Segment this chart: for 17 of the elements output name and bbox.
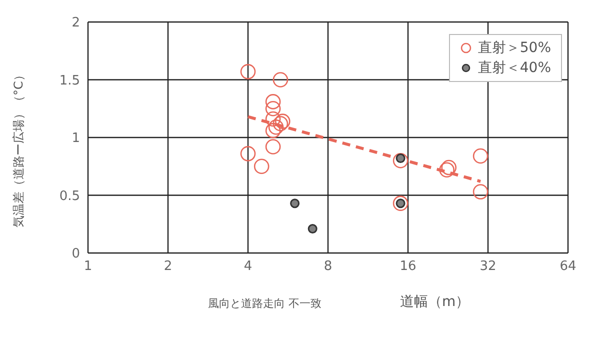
x-tick-label: 32: [480, 259, 496, 274]
x-tick-label: 2: [164, 259, 172, 274]
x-tick-label: 16: [400, 259, 416, 274]
x-tick-label: 64: [560, 259, 576, 274]
y-tick-label: 2: [72, 16, 80, 31]
y-tick-label: 0: [72, 246, 80, 262]
legend-label: 直射＜40%: [478, 59, 551, 78]
x-tick-label: 4: [244, 259, 252, 274]
y-tick-label: 0.5: [59, 188, 80, 204]
y-tick-label: 1.5: [59, 73, 80, 88]
y-tick-label: 1: [72, 131, 80, 146]
x-tick-label: 8: [324, 259, 332, 274]
y-axis-title: 気温差（道路ー広場）（°C）: [11, 69, 26, 228]
x-axis-title: 道幅（m）: [400, 293, 470, 311]
text: 風向と道路走向 不一致: [208, 296, 322, 311]
legend-label: 直射＞50%: [478, 39, 551, 58]
x-tick-label: 1: [84, 259, 92, 274]
